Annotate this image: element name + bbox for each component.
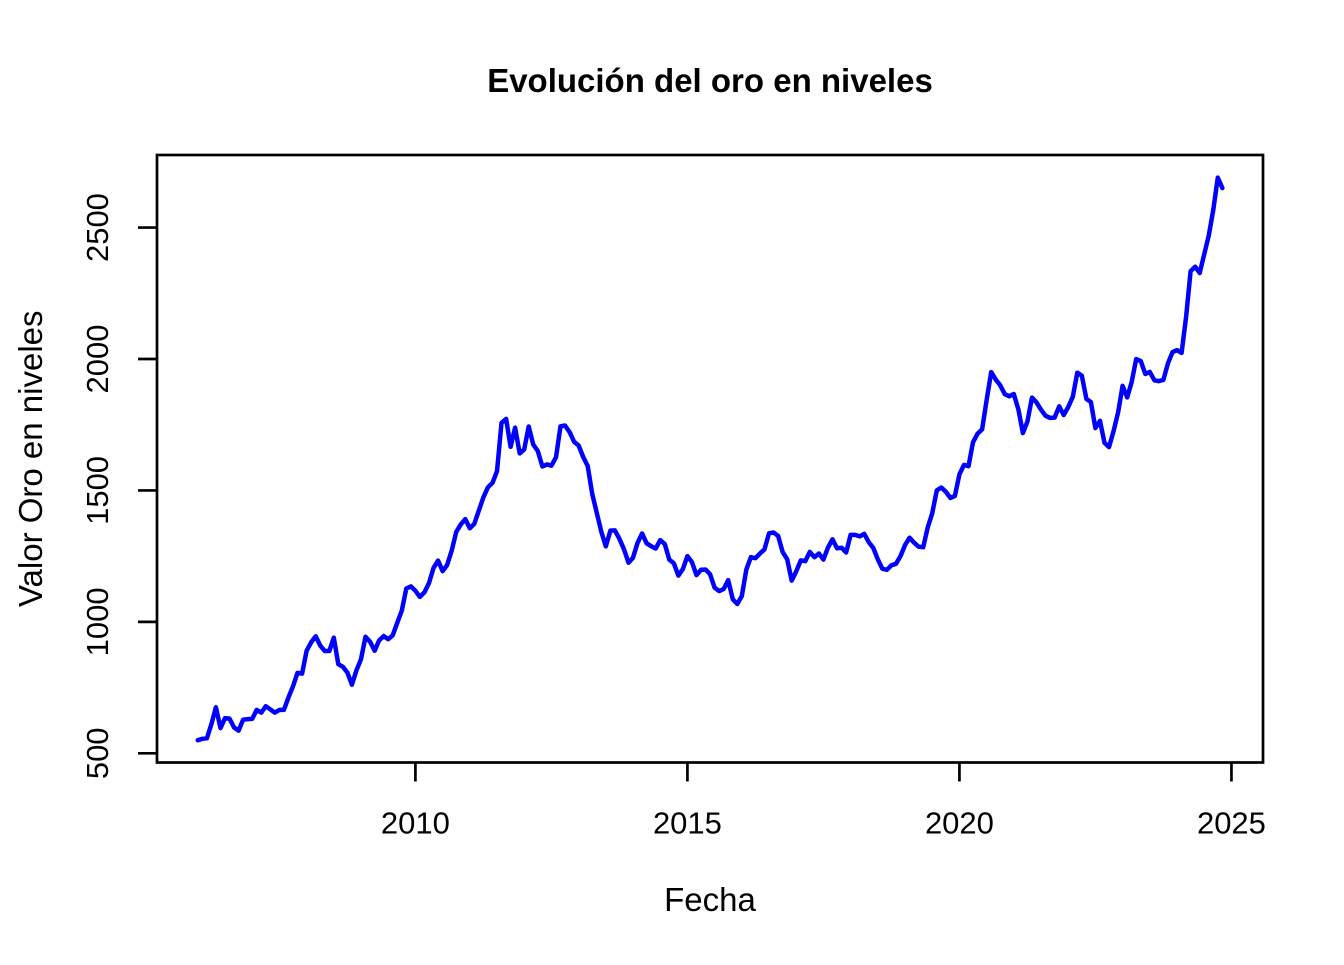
chart-title: Evolución del oro en niveles [487,62,933,99]
plot-border [155,153,1265,764]
y-tick-label: 500 [80,727,115,779]
series-lines [195,175,1225,743]
y-tick-label: 1000 [80,587,115,656]
y-tick-label: 2000 [80,325,115,394]
y-tick-label: 2500 [80,193,115,262]
axes: 2010 2015 2020 2025 500 1000 1500 2000 2500 [80,193,1266,840]
x-tick-label: 2020 [925,806,994,841]
x-tick-label: 2025 [1197,806,1266,841]
x-tick-label: 2010 [381,806,450,841]
x-tick-label: 2015 [653,806,722,841]
gold-price-line [195,175,1225,743]
y-axis-label: Valor Oro en niveles [12,310,49,607]
y-tick-label: 1500 [80,456,115,525]
x-axis-label: Fecha [664,881,756,918]
